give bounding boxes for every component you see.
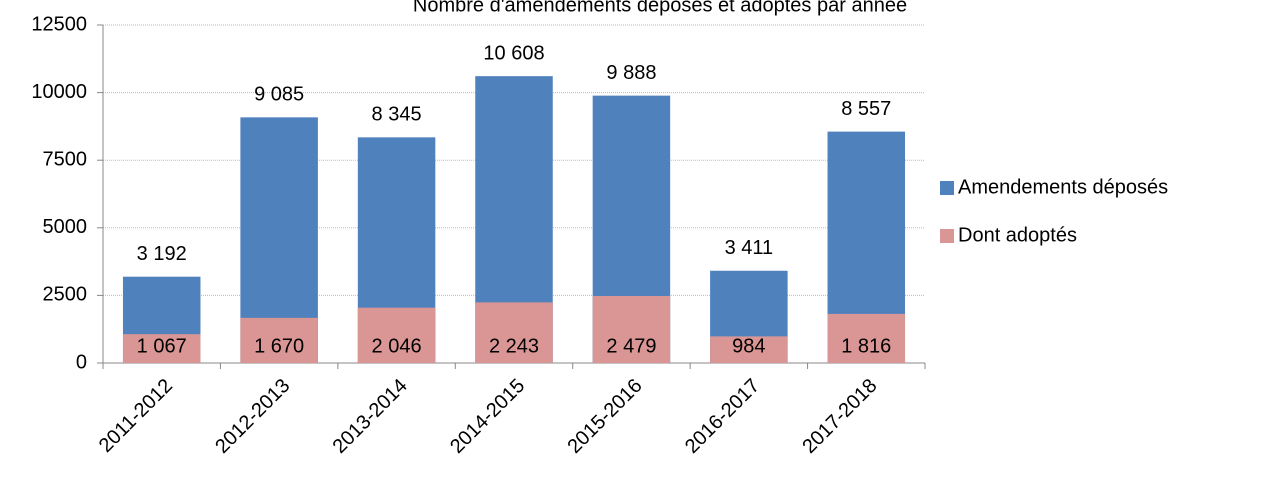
bar xyxy=(357,307,436,363)
x-tick-label: 2015-2016 xyxy=(564,375,647,458)
data-label: 10 608 xyxy=(483,42,544,64)
x-tick-label: 2011-2012 xyxy=(95,375,177,457)
data-label: 2 046 xyxy=(372,335,422,357)
legend-label: Dont adoptés xyxy=(958,224,1077,246)
bar xyxy=(240,317,318,363)
bar xyxy=(592,295,671,363)
data-label: 1 067 xyxy=(137,335,187,357)
data-label: 9 888 xyxy=(606,62,656,84)
bar xyxy=(475,302,553,363)
data-label: 1 816 xyxy=(841,335,891,357)
x-tick-label: 2013-2014 xyxy=(329,375,412,458)
bar xyxy=(827,313,906,363)
legend-swatch xyxy=(940,181,954,195)
data-label: 2 243 xyxy=(489,335,539,357)
legend-label: Amendements déposés xyxy=(958,176,1168,198)
bar xyxy=(122,334,201,363)
y-tick-label: 2500 xyxy=(43,284,88,306)
data-label: 2 479 xyxy=(606,335,656,357)
data-label: 8 345 xyxy=(372,104,422,126)
y-tick-label: 7500 xyxy=(43,148,88,170)
data-label: 9 085 xyxy=(254,84,304,106)
chart-title: Nombre d'amendements déposés et adoptés … xyxy=(413,0,907,16)
x-tick-label: 2016-2017 xyxy=(681,375,764,458)
y-tick-label: 12500 xyxy=(31,13,87,35)
data-label: 3 192 xyxy=(137,243,187,265)
bar xyxy=(710,336,788,363)
data-label: 8 557 xyxy=(841,98,891,120)
y-tick-label: 10000 xyxy=(31,81,87,103)
x-tick-label: 2012-2013 xyxy=(211,375,294,458)
data-label: 1 670 xyxy=(254,335,304,357)
y-tick-label: 0 xyxy=(76,351,87,373)
data-label: 984 xyxy=(732,335,765,357)
data-label: 3 411 xyxy=(725,237,774,259)
y-tick-label: 5000 xyxy=(43,216,88,238)
legend-swatch xyxy=(940,229,954,243)
x-tick-label: 2017-2018 xyxy=(798,375,881,458)
x-tick-label: 2014-2015 xyxy=(446,375,529,458)
